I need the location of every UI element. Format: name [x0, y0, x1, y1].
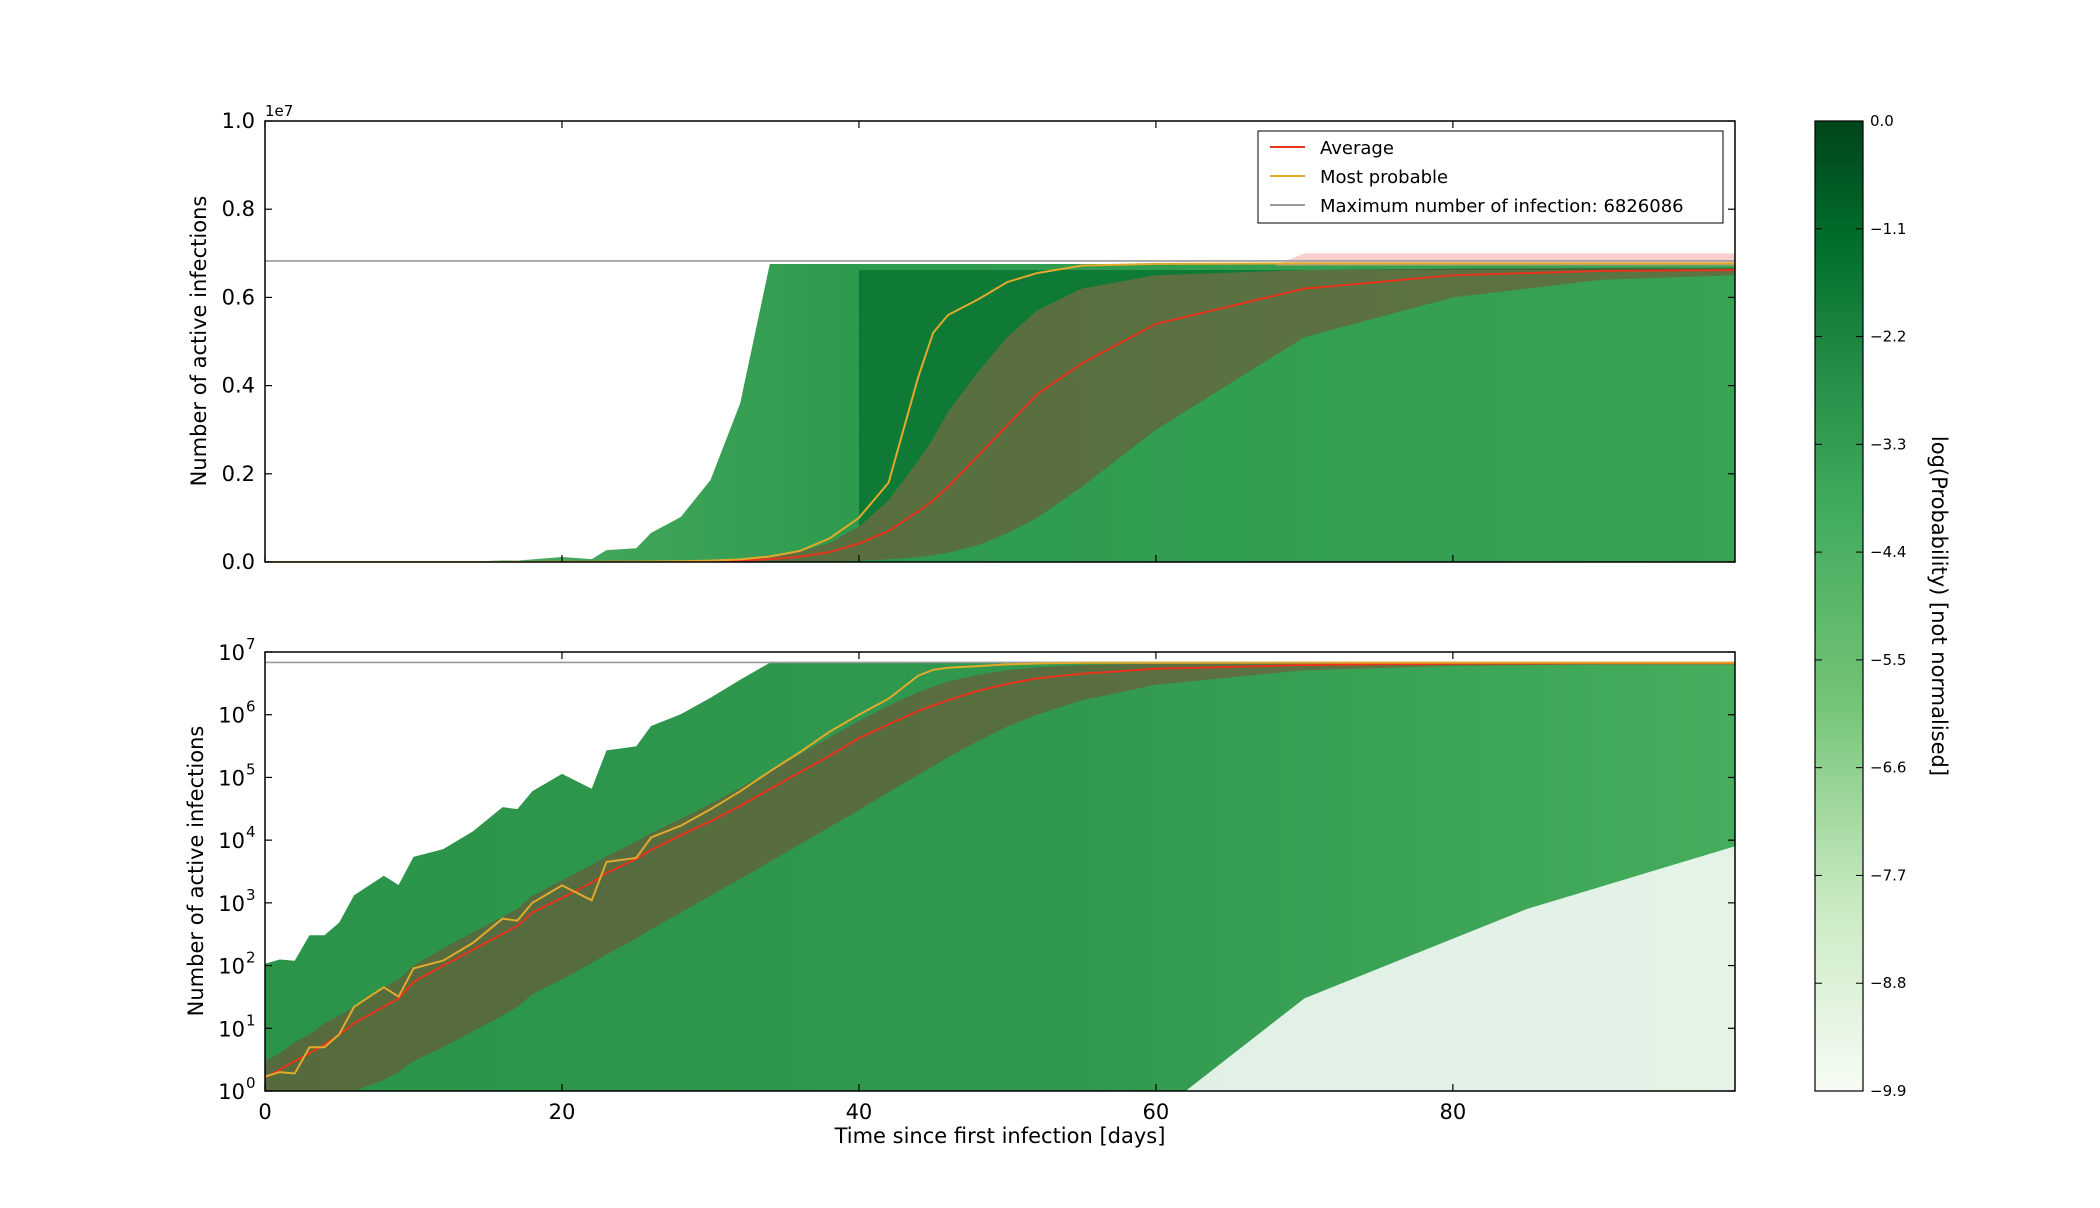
bottom-most-probable-line — [265, 661, 1735, 1078]
bottom-y-tick-label: 10 — [218, 829, 245, 853]
bottom-x-tick-label: 80 — [1440, 1100, 1467, 1124]
bottom-y-tick-exponent: 0 — [246, 1074, 256, 1092]
bottom-y-tick-label: 10 — [218, 641, 245, 665]
bottom-y-tick-exponent: 7 — [246, 635, 256, 653]
top-y-tick-label: 1.0 — [222, 109, 255, 133]
top-y-offset-label: 1e7 — [265, 102, 293, 120]
bottom-y-axis-title: Number of active infections — [184, 726, 208, 1017]
top-y-tick-label: 0.6 — [222, 285, 255, 309]
top-axes-frame — [264, 120, 1736, 563]
bottom-y-tick-exponent: 4 — [246, 823, 256, 841]
top-spread-band — [265, 268, 1735, 562]
top-panel: 0.0 0.2 0.4 0.6 0.8 1.0 1e7 Number of active … — [187, 102, 1736, 574]
top-heatmap-area — [265, 263, 1735, 562]
colorbar-gradient — [1814, 120, 1864, 1092]
colorbar-tick-label: −1.1 — [1870, 220, 1906, 238]
bottom-x-tick-label: 60 — [1143, 1100, 1170, 1124]
colorbar-tick-label: −3.3 — [1870, 435, 1906, 453]
legend-frame — [1257, 130, 1724, 224]
bottom-x-ticks: 0 20 40 60 80 — [258, 652, 1466, 1124]
colorbar-tick-label: −2.2 — [1870, 328, 1906, 346]
bottom-y-tick-exponent: 3 — [246, 886, 256, 904]
legend-most-probable-label: Most probable — [1320, 167, 1448, 188]
bottom-y-tick-label: 10 — [218, 766, 245, 790]
colorbar-tick-label: 0.0 — [1870, 112, 1894, 130]
x-axis-title: Time since first infection [days] — [834, 1124, 1166, 1148]
legend: Average Most probable Maximum number of … — [1257, 130, 1724, 224]
top-y-tick-label: 0.4 — [222, 374, 255, 398]
bottom-axes-frame — [264, 651, 1736, 1092]
legend-average-label: Average — [1320, 138, 1394, 159]
bottom-average-line — [265, 662, 1735, 1080]
bottom-x-tick-label: 40 — [846, 1100, 873, 1124]
top-y-tick-label: 0.0 — [222, 550, 255, 574]
bottom-y-tick-exponent: 2 — [246, 949, 256, 967]
bottom-spread-band — [265, 663, 1735, 1091]
bottom-y-tick-label: 10 — [218, 704, 245, 728]
colorbar: 0.0−1.1−2.2−3.3−4.4−5.5−6.6−7.7−8.8−9.9 … — [1814, 112, 1951, 1100]
bottom-y-tick-label: 10 — [218, 892, 245, 916]
bottom-y-tick-exponent: 1 — [246, 1011, 256, 1029]
bottom-heatmap-sparse-region — [1185, 846, 1735, 1091]
top-y-tick-label: 0.8 — [222, 197, 255, 221]
colorbar-tick-label: −8.8 — [1870, 974, 1906, 992]
colorbar-tick-label: −5.5 — [1870, 651, 1906, 669]
bottom-x-tick-label: 0 — [258, 1100, 271, 1124]
top-y-axis-title: Number of active infections — [187, 196, 211, 487]
colorbar-tick-label: −6.6 — [1870, 759, 1906, 777]
bottom-x-tick-label: 20 — [549, 1100, 576, 1124]
bottom-y-tick-label: 10 — [218, 1017, 245, 1041]
top-heatmap-high-density — [858, 268, 1735, 562]
bottom-y-tick-label: 10 — [218, 1080, 245, 1104]
legend-max-line-label: Maximum number of infection: 6826086 — [1320, 196, 1684, 217]
bottom-y-tick-label: 10 — [218, 955, 245, 979]
top-x-ticks — [264, 121, 1454, 562]
colorbar-ticks: 0.0 −1.1 −2.2 −3.3 −4.4 −5.5 −6.6 −7.7 −8.8 −9.9 — [1815, 112, 1906, 1100]
bottom-y-tick-exponent: 6 — [246, 698, 256, 716]
top-y-ticks: 0.0 0.2 0.4 0.6 0.8 1.0 — [222, 109, 1735, 574]
bottom-y-tick-exponent: 5 — [246, 760, 256, 778]
colorbar-label: log(Probability) [not normalised] — [1927, 436, 1951, 776]
top-y-tick-label: 0.2 — [222, 462, 255, 486]
colorbar-tick-label: −7.7 — [1870, 866, 1906, 884]
colorbar-tick-label: −9.9 — [1870, 1082, 1906, 1100]
colorbar-tick-label: −4.4 — [1870, 543, 1906, 561]
